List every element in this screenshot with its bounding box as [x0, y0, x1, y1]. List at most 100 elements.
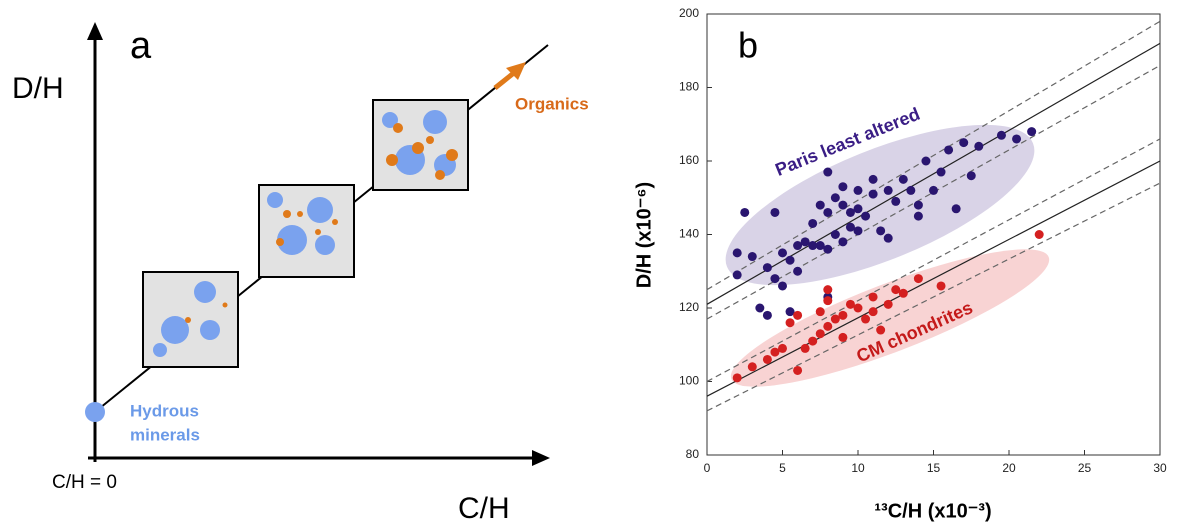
point	[929, 185, 938, 195]
panel-label: b	[738, 25, 758, 66]
point	[823, 244, 833, 254]
point	[853, 204, 863, 214]
point	[815, 307, 825, 317]
y-tick-label: 160	[679, 153, 699, 167]
point	[830, 193, 840, 203]
point	[793, 241, 803, 251]
point	[883, 299, 893, 309]
point	[793, 266, 803, 276]
y-axis-label: D/H (x10⁻⁶)	[633, 182, 655, 288]
point	[823, 207, 833, 217]
organics-label: Organics	[515, 94, 589, 113]
point	[951, 204, 961, 214]
point	[785, 318, 795, 328]
point	[732, 270, 742, 280]
organics-arrow	[493, 70, 517, 90]
x-axis-label: ¹³C/H (x10⁻³)	[874, 500, 991, 522]
point	[808, 241, 818, 251]
y-tick-label: 100	[679, 374, 699, 388]
x-tick-label: 10	[851, 461, 865, 475]
x-axis-label: C/H	[458, 492, 510, 525]
point	[830, 230, 840, 239]
arrow	[506, 62, 526, 80]
point	[959, 138, 969, 148]
fit-line	[706, 64, 1161, 320]
point	[793, 310, 803, 320]
point	[853, 226, 863, 236]
x-tick-label: 20	[1002, 461, 1016, 475]
point	[906, 185, 916, 195]
point	[823, 321, 833, 331]
point	[868, 174, 878, 184]
fit-line	[706, 182, 1161, 412]
point	[755, 303, 765, 313]
fit-line	[706, 42, 1161, 305]
origin-label: C/H = 0	[52, 472, 117, 493]
point	[823, 167, 833, 177]
hydrous-dot	[85, 402, 105, 422]
point	[838, 200, 848, 210]
point	[944, 145, 954, 155]
y-tick-label: 140	[679, 227, 699, 241]
y-tick-label: 80	[686, 447, 700, 461]
y-tick-label: 120	[679, 300, 699, 314]
point	[891, 196, 901, 206]
point	[793, 365, 803, 375]
point	[770, 207, 780, 217]
point	[770, 274, 780, 284]
point	[815, 200, 825, 210]
point	[868, 307, 878, 317]
point	[974, 141, 984, 151]
point	[845, 207, 855, 217]
point	[936, 281, 946, 291]
point	[1027, 127, 1037, 137]
x-tick-label: 0	[704, 461, 711, 475]
grain-box	[142, 271, 239, 368]
grain-box	[372, 99, 469, 191]
point	[762, 263, 772, 273]
x-tick-label: 25	[1078, 461, 1092, 475]
y-tick-label: 200	[679, 6, 699, 20]
point	[966, 171, 976, 181]
point	[891, 285, 901, 295]
point	[838, 310, 848, 320]
point	[913, 274, 923, 284]
x-tick-label: 5	[779, 461, 786, 475]
point	[830, 314, 840, 324]
fit-line	[706, 138, 1161, 383]
region	[730, 249, 1050, 387]
arrow	[87, 22, 103, 40]
point	[853, 303, 863, 313]
point	[913, 200, 923, 210]
x-tick-label: 30	[1153, 461, 1167, 475]
hydrous-label: Hydrous	[130, 401, 199, 420]
point	[838, 182, 848, 192]
grain-box	[258, 184, 355, 278]
point	[823, 285, 833, 295]
point	[785, 255, 795, 265]
fit-line	[706, 20, 1161, 291]
point	[898, 288, 908, 298]
point	[778, 281, 787, 291]
point	[808, 218, 818, 228]
point	[898, 174, 908, 184]
point	[883, 233, 893, 243]
point	[861, 211, 871, 221]
point	[936, 167, 946, 177]
point	[838, 237, 848, 247]
point	[845, 222, 855, 232]
point	[883, 185, 893, 195]
point	[732, 248, 742, 258]
panel-a: D/H a Organics Hydrous minerals C/H = 0 …	[12, 22, 589, 525]
point	[913, 211, 923, 221]
point	[747, 362, 757, 372]
fit-line	[706, 160, 1161, 397]
point	[740, 207, 750, 217]
point	[785, 307, 795, 317]
point	[921, 156, 931, 166]
hydrous-label: minerals	[130, 425, 200, 444]
point	[1012, 134, 1022, 144]
point	[876, 325, 886, 335]
panel-b: b Paris least altered CM chondrites ¹³C/…	[633, 6, 1167, 522]
